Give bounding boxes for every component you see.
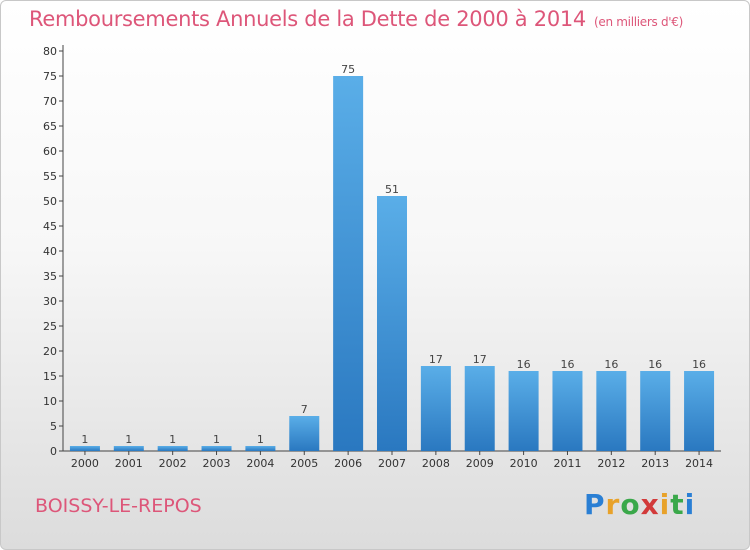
- logo-letter: r: [605, 488, 621, 521]
- x-tick-label: 2003: [203, 457, 231, 470]
- chart-title-text: Remboursements Annuels de la Dette de 20…: [29, 7, 586, 31]
- x-tick-label: 2011: [553, 457, 581, 470]
- bar-value-label: 51: [385, 183, 399, 196]
- bar-value-label: 1: [81, 433, 88, 446]
- bar: [201, 446, 232, 451]
- y-tick-label: 10: [43, 395, 57, 408]
- y-tick-label: 0: [50, 445, 57, 458]
- x-tick-label: 2014: [685, 457, 713, 470]
- chart-title: Remboursements Annuels de la Dette de 20…: [29, 7, 683, 31]
- logo-letter: o: [620, 488, 641, 521]
- x-tick-label: 2002: [159, 457, 187, 470]
- y-tick-label: 60: [43, 145, 57, 158]
- logo-letter: i: [659, 488, 671, 521]
- bar-value-label: 17: [429, 353, 443, 366]
- x-tick-label: 2006: [334, 457, 362, 470]
- bar-value-label: 7: [301, 403, 308, 416]
- y-tick-label: 30: [43, 295, 57, 308]
- y-tick-label: 80: [43, 45, 57, 58]
- logo-letter: x: [640, 488, 660, 521]
- x-tick-label: 2012: [597, 457, 625, 470]
- x-tick-label: 2001: [115, 457, 143, 470]
- bar: [333, 76, 364, 451]
- bar: [420, 366, 451, 451]
- y-tick-label: 35: [43, 270, 57, 283]
- y-tick-label: 75: [43, 70, 57, 83]
- y-tick-label: 50: [43, 195, 57, 208]
- y-tick-label: 45: [43, 220, 57, 233]
- logo-letter: t: [670, 488, 685, 521]
- chart-axes: 0 5 10 15 20 25 30 35 40 45 50 55 60 65 70 75 80 2000 2001…: [43, 45, 721, 470]
- bar-value-label: 1: [125, 433, 132, 446]
- bar-value-label: 1: [257, 433, 264, 446]
- y-tick-label: 55: [43, 170, 57, 183]
- x-tick-label: 2005: [290, 457, 318, 470]
- x-tick-label: 2004: [246, 457, 274, 470]
- bar-value-label: 1: [169, 433, 176, 446]
- y-tick-label: 65: [43, 120, 57, 133]
- y-tick-label: 40: [43, 245, 57, 258]
- bar-value-label: 16: [648, 358, 662, 371]
- bar-value-label: 16: [517, 358, 531, 371]
- bar-value-label: 75: [341, 63, 355, 76]
- bar: [377, 196, 407, 451]
- bar: [508, 371, 539, 451]
- bar: [289, 416, 320, 451]
- chart-bars: [69, 76, 715, 451]
- logo-letter: i: [684, 488, 696, 521]
- city-name: BOISSY-LE-REPOS: [35, 495, 202, 517]
- bar: [464, 366, 495, 451]
- proxiti-logo: Proxiti: [584, 488, 695, 521]
- bar-value-label: 16: [604, 358, 618, 371]
- bar-value-label: 16: [692, 358, 706, 371]
- x-tick-label: 2008: [422, 457, 450, 470]
- x-tick-label: 2000: [71, 457, 99, 470]
- bar: [157, 446, 188, 451]
- x-tick-label: 2013: [641, 457, 669, 470]
- x-tick-label: 2010: [510, 457, 538, 470]
- bar: [552, 371, 583, 451]
- bar: [596, 371, 627, 451]
- y-tick-label: 15: [43, 370, 57, 383]
- bar: [113, 446, 144, 451]
- bar: [245, 446, 276, 451]
- chart-unit-label: (en milliers d'€): [594, 15, 684, 29]
- y-tick-label: 20: [43, 345, 57, 358]
- bar-value-label: 17: [473, 353, 487, 366]
- bar: [640, 371, 671, 451]
- logo-letter: P: [584, 488, 606, 521]
- y-tick-label: 25: [43, 320, 57, 333]
- bar: [69, 446, 100, 451]
- x-tick-label: 2007: [378, 457, 406, 470]
- y-tick-label: 70: [43, 95, 57, 108]
- x-tick-label: 2009: [466, 457, 494, 470]
- bar-value-label: 16: [560, 358, 574, 371]
- bar: [684, 371, 715, 451]
- bar-value-label: 1: [213, 433, 220, 446]
- y-tick-label: 5: [50, 420, 57, 433]
